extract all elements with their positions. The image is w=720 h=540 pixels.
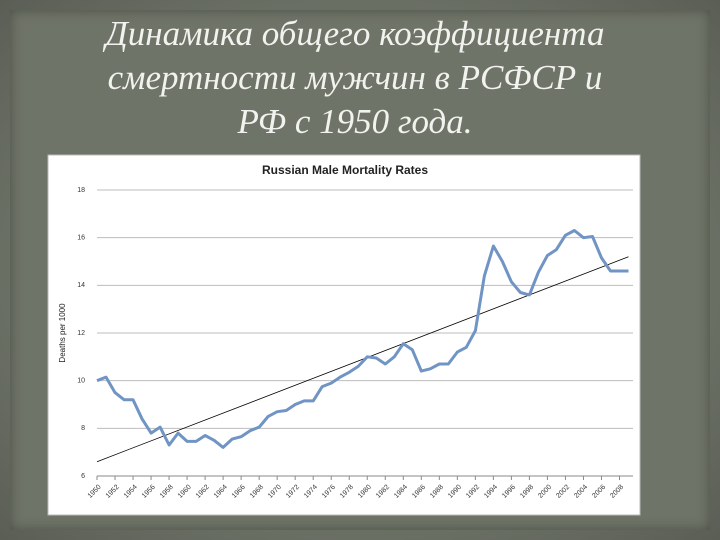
- chart-title: Russian Male Mortality Rates: [262, 163, 428, 177]
- data-line: [96, 229, 629, 449]
- y-tick-label: 16: [77, 235, 85, 242]
- y-tick-label: 12: [77, 330, 85, 337]
- y-axis-label: Deaths per 1000: [58, 303, 67, 363]
- chart-background: [47, 154, 641, 516]
- slide-title-line: смертности мужчин в РСФСР и: [107, 58, 603, 97]
- slide-title-line: Динамика общего коэффициента: [105, 14, 605, 53]
- y-tick-label: 18: [77, 187, 85, 194]
- y-tick-label: 6: [81, 473, 85, 480]
- slide-title: Динамика общего коэффициента смертности м…: [30, 12, 680, 144]
- trend-line: [96, 256, 629, 463]
- y-tick-label: 14: [77, 282, 85, 289]
- y-tick-label: 8: [81, 425, 85, 432]
- slide-title-line: РФ с 1950 года.: [237, 102, 473, 141]
- y-tick-label: 10: [77, 378, 85, 385]
